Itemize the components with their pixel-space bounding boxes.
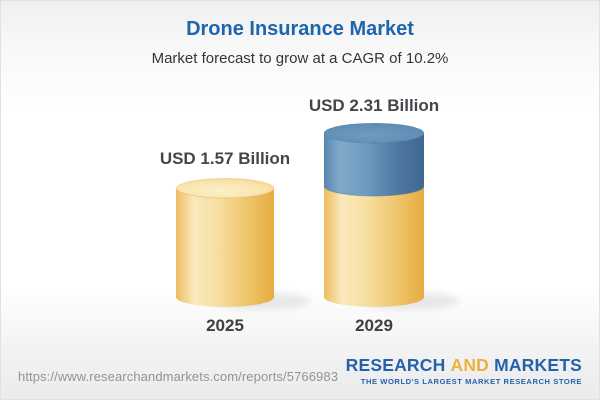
bar-2025-value-label: USD 1.57 Billion: [159, 149, 291, 168]
logo-wordmark: RESEARCH AND MARKETS: [345, 355, 582, 375]
page-subtitle: Market forecast to grow at a CAGR of 10.…: [151, 50, 449, 67]
bar-2029-value-label: USD 2.31 Billion: [308, 96, 440, 115]
report-url: https://www.researchandmarkets.com/repor…: [18, 369, 339, 384]
logo-word-research: RESEARCH: [345, 355, 446, 375]
logo-word-markets: MARKETS: [494, 355, 582, 375]
logo-tagline: THE WORLD'S LARGEST MARKET RESEARCH STOR…: [360, 376, 582, 386]
researchandmarkets-logo: RESEARCH AND MARKETS THE WORLD'S LARGEST…: [345, 355, 582, 386]
bar-2029-category-label: 2029: [355, 316, 393, 335]
logo-word-and: AND: [450, 355, 489, 375]
bar-2025-cylinder: [175, 178, 275, 307]
page-title: Drone Insurance Market: [186, 18, 414, 40]
bar-2025-category-label: 2025: [206, 316, 244, 335]
bar-2029-cylinder: [323, 123, 425, 307]
